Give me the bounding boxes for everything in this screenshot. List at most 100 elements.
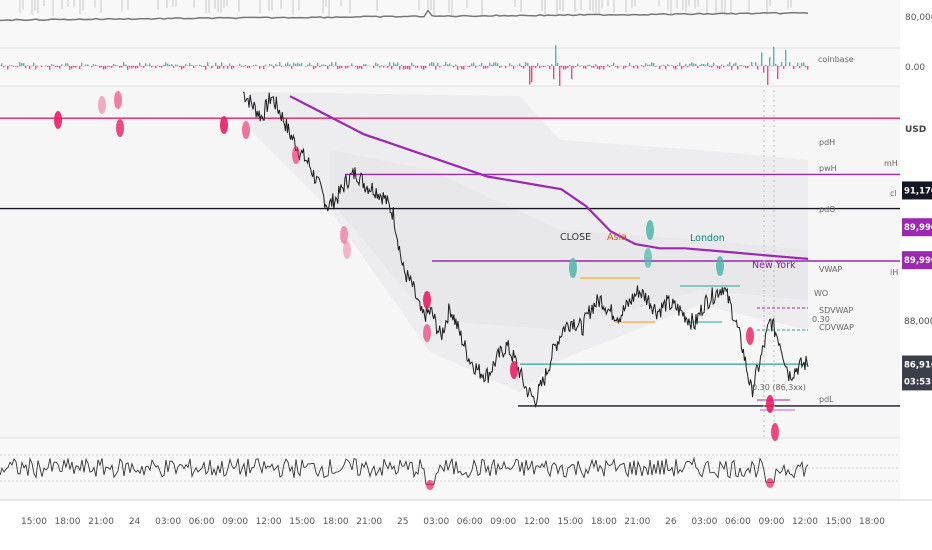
volume-bar [185, 64, 187, 66]
volume-bar [287, 62, 289, 66]
volume-bar [765, 64, 767, 66]
volume-bar [769, 57, 771, 66]
volume-bar [585, 66, 587, 69]
volume-bar [167, 63, 169, 66]
volume-bar [549, 66, 551, 70]
volume-bar [199, 64, 201, 66]
volume-bar [445, 62, 447, 66]
volume-bar [137, 66, 139, 69]
side-mark-pdl: pdL [819, 395, 834, 404]
volume-bar [681, 66, 683, 70]
volume-bar [709, 66, 711, 67]
volume-bar [217, 66, 219, 69]
time-tick-label: 12:00 [256, 517, 282, 527]
volume-bar [499, 66, 501, 68]
vwap-line [289, 95, 809, 260]
volume-bar [321, 64, 323, 66]
bullish-marker [716, 256, 724, 276]
volume-bar [249, 66, 251, 68]
session-label-new-york: New York [752, 260, 796, 271]
bearish-marker [220, 116, 228, 134]
volume-source-label: coinbase [818, 55, 854, 64]
level-mark-vwap: VWAP [819, 265, 842, 274]
volume-bar [41, 66, 43, 67]
volume-bar [329, 64, 331, 66]
time-tick-label: 18:00 [859, 517, 885, 527]
volume-bar [523, 66, 525, 69]
volume-bar [351, 63, 353, 66]
volume-bar [7, 66, 9, 70]
volume-bar [127, 66, 129, 70]
volume-bar [169, 64, 171, 66]
volume-bar [501, 66, 503, 67]
volume-bar [59, 66, 61, 69]
volume-bar [327, 66, 329, 70]
volume-bar [633, 66, 635, 69]
signal-markers [54, 91, 779, 441]
volume-bar [239, 63, 241, 66]
volume-bar [491, 64, 493, 66]
volume-bar [61, 64, 63, 66]
volume-bar [647, 64, 649, 66]
volume-bar [683, 66, 685, 67]
volume-bar [265, 64, 267, 66]
price-tag-label: 91,170.01 [904, 186, 932, 196]
volume-bar [687, 66, 689, 68]
volume-bar [69, 66, 71, 70]
time-tick-label: 21:00 [356, 517, 382, 527]
volume-bar [71, 66, 73, 69]
top-axis-label: 80,000.00 [905, 13, 932, 23]
time-tick-label: 21:00 [624, 517, 650, 527]
inner-band [330, 150, 808, 330]
volume-bar [115, 65, 117, 66]
level-mark-fib: 0.30 [812, 315, 830, 324]
volume-bar [201, 66, 203, 67]
volume-bar [629, 62, 631, 66]
volume-bar [743, 66, 745, 67]
volume-bar [721, 64, 723, 66]
volume-bar [13, 66, 15, 67]
bearish-marker [54, 111, 62, 129]
volume-bar [223, 66, 225, 69]
volume-bar [159, 66, 161, 68]
volume-bar [757, 66, 759, 70]
volume-bar [761, 52, 763, 66]
time-tick-label: 03:00 [691, 517, 717, 527]
volume-bar [275, 63, 277, 66]
side-mark-lh: lH [890, 268, 898, 277]
volume-bar [747, 66, 749, 69]
volume-bar [675, 66, 677, 70]
price-tag-label: 89,990.00 [904, 256, 932, 266]
volume-bar [591, 66, 593, 68]
volume-bar [745, 66, 747, 69]
level-mark-cdvwap: CDVWAP [819, 323, 854, 332]
volume-bar [645, 63, 647, 66]
volume-bar [691, 62, 693, 66]
volume-bar [695, 63, 697, 66]
volume-bar [417, 66, 419, 68]
volume-bar [387, 66, 389, 68]
volume-bar [735, 62, 737, 66]
volume-bar [679, 62, 681, 66]
volume-bar [379, 66, 381, 68]
volume-bar [65, 63, 67, 66]
volume-bar [359, 66, 361, 69]
volume-bar [777, 66, 779, 80]
volume-bar [307, 64, 309, 66]
volume-bar [631, 66, 633, 67]
volume-bar [429, 63, 431, 66]
volume-bar [469, 66, 471, 68]
volume-bar [705, 64, 707, 66]
volume-bar [535, 66, 537, 68]
volume-bar [763, 66, 765, 73]
top-panel-spikes [19, 0, 792, 16]
volume-bar [375, 62, 377, 66]
volume-bar [637, 66, 639, 69]
volume-bar [537, 63, 539, 66]
volume-bar [773, 46, 775, 66]
time-axis-ticks: 15:00 18:00 21:00 24 03:00 06:00 09:00 12:00 15:… [21, 517, 885, 527]
bearish-marker [340, 226, 348, 244]
volume-bar [393, 62, 395, 66]
volume-bar [79, 66, 81, 70]
time-tick-label: 18:00 [591, 517, 617, 527]
